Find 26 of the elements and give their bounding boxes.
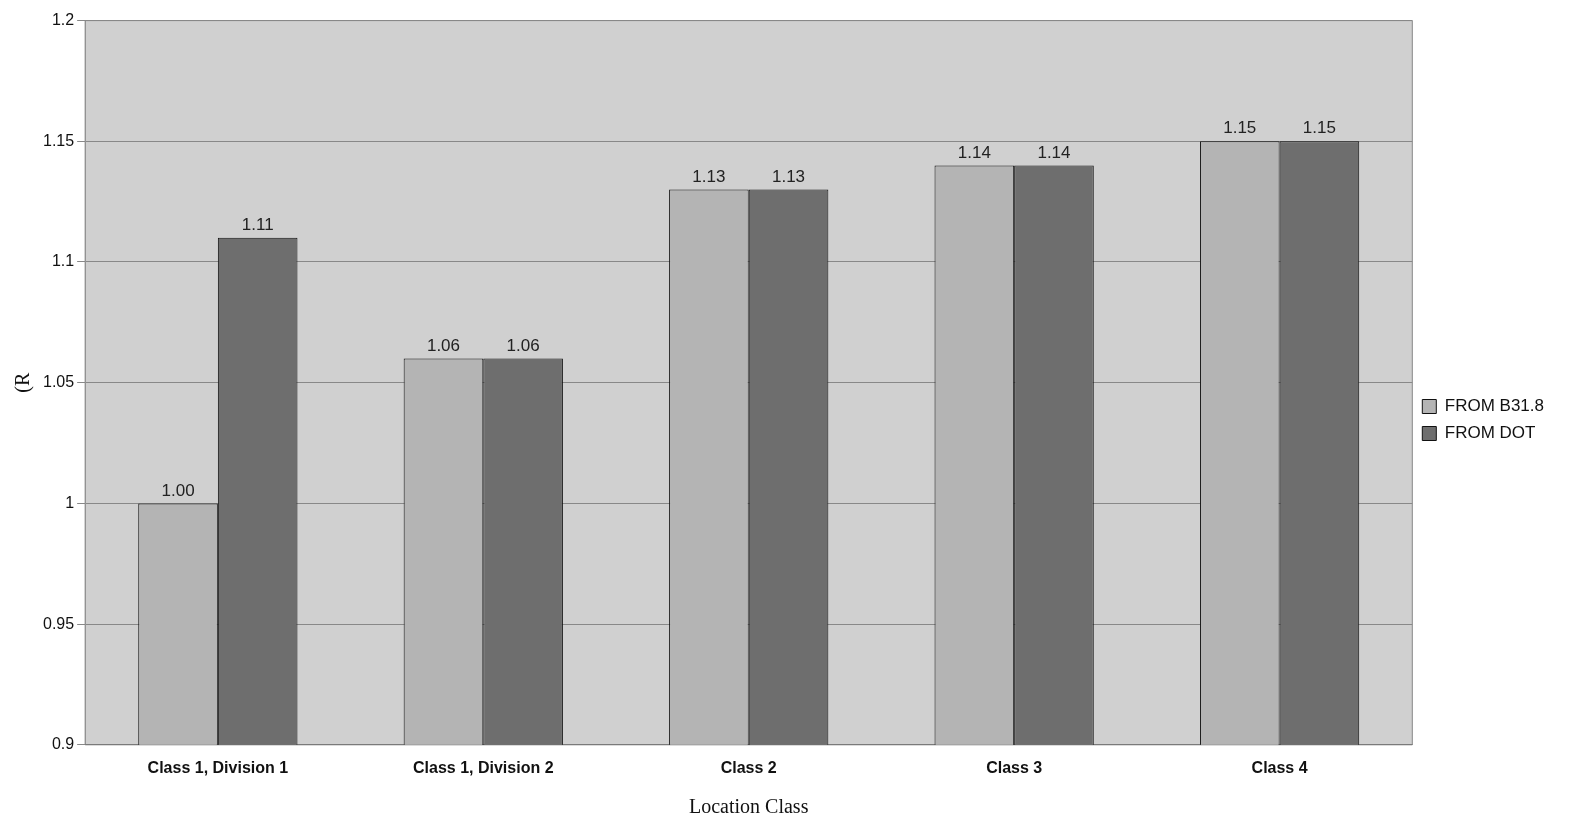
data-label: 1.06 (426, 335, 461, 355)
data-label: 1.15 (1223, 118, 1257, 138)
y-tick-label: 1 (65, 493, 75, 511)
data-label: 1.11 (241, 215, 274, 235)
legend-label: FROM DOT (1444, 423, 1536, 443)
x-tick-label: Class 2 (720, 758, 777, 776)
x-tick-label: Class 1, Division 1 (147, 758, 289, 776)
data-label: 1.13 (771, 166, 806, 186)
data-label: 1.06 (506, 335, 540, 355)
data-label: 1.14 (1037, 142, 1071, 162)
x-tick-label: Class 4 (1251, 758, 1308, 776)
y-tick-label: 1.2 (51, 11, 75, 29)
data-label: 1.15 (1302, 118, 1336, 138)
x-tick-label: Class 1, Division 2 (413, 758, 554, 776)
data-label: 1.00 (161, 480, 195, 500)
x-axis-title: Location Class (689, 795, 809, 818)
data-label: 1.13 (692, 166, 726, 186)
x-tick-label: Class 3 (986, 758, 1043, 776)
y-tick-label: 0.9 (51, 735, 75, 753)
y-tick-label: 1.15 (43, 131, 75, 149)
y-axis-title: (R (11, 372, 35, 393)
y-tick-label: 1.1 (51, 252, 75, 270)
y-tick-label: 1.05 (43, 373, 75, 391)
legend-label: FROM B31.8 (1444, 396, 1545, 416)
data-label: 1.14 (957, 142, 991, 162)
y-tick-label: 0.95 (43, 614, 75, 632)
